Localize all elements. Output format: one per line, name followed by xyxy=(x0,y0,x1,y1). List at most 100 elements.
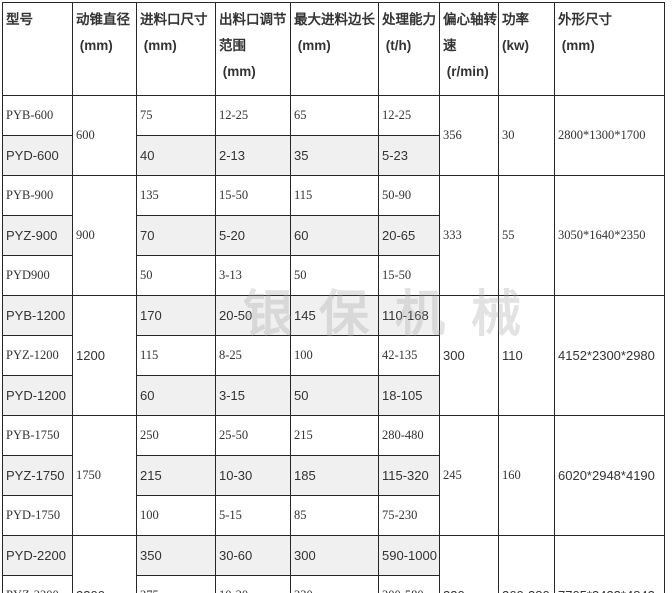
table-row: PYD-1750 100 5-15 85 75-230 xyxy=(2,495,665,536)
speed-cell: 220 xyxy=(439,535,499,593)
model-cell: PYB-600 xyxy=(2,95,73,136)
feed-size-cell: 170 xyxy=(136,295,216,336)
discharge-range-cell: 3-13 xyxy=(215,255,291,296)
capacity-cell: 42-135 xyxy=(378,335,440,376)
power-cell: 110 xyxy=(498,295,555,416)
table-row: PYD-1200 60 3-15 50 18-105 xyxy=(2,375,665,416)
model-cell: PYZ-900 xyxy=(2,215,73,256)
table-row: PYD-600 40 2-13 35 5-23 xyxy=(2,135,665,176)
dimensions-cell: 3050*1640*2350 xyxy=(554,175,665,296)
capacity-cell: 75-230 xyxy=(378,495,440,536)
dimensions-cell: 7705*3432*4842 xyxy=(554,535,665,593)
diameter-cell: 600 xyxy=(72,95,137,176)
capacity-cell: 280-480 xyxy=(378,415,440,456)
capacity-cell: 12-25 xyxy=(378,95,440,136)
feed-size-cell: 215 xyxy=(136,455,216,496)
capacity-cell: 18-105 xyxy=(378,375,440,416)
max-feed-cell: 230 xyxy=(290,575,379,593)
speed-cell: 356 xyxy=(439,95,499,176)
table-row: PYZ-2200 275 10-30 230 200-580 xyxy=(2,575,665,593)
dimensions-cell: 4152*2300*2980 xyxy=(554,295,665,416)
feed-size-cell: 135 xyxy=(136,175,216,216)
dimensions-cell: 2800*1300*1700 xyxy=(554,95,665,176)
capacity-cell: 50-90 xyxy=(378,175,440,216)
capacity-cell: 590-1000 xyxy=(378,535,440,576)
speed-cell: 300 xyxy=(439,295,499,416)
table-row: PYB-1200 1200 170 20-50 145 110-168 300 … xyxy=(2,295,665,416)
header-model: 型号 xyxy=(2,2,73,96)
feed-size-cell: 115 xyxy=(136,335,216,376)
max-feed-cell: 65 xyxy=(290,95,379,136)
speed-cell: 245 xyxy=(439,415,499,536)
model-cell: PYB-900 xyxy=(2,175,73,216)
max-feed-cell: 85 xyxy=(290,495,379,536)
feed-size-cell: 70 xyxy=(136,215,216,256)
power-cell: 160 xyxy=(498,415,555,536)
power-cell: 260-280 xyxy=(498,535,555,593)
table-row: PYZ-1200 115 8-25 100 42-135 xyxy=(2,335,665,376)
model-cell: PYD-1750 xyxy=(2,495,73,536)
discharge-range-cell: 5-20 xyxy=(215,215,291,256)
table-row: PYB-900 900 135 15-50 115 50-90 333 55 3… xyxy=(2,175,665,296)
model-cell: PYD-1200 xyxy=(2,375,73,416)
speed-cell: 333 xyxy=(439,175,499,296)
feed-size-cell: 60 xyxy=(136,375,216,416)
capacity-cell: 15-50 xyxy=(378,255,440,296)
table-row: PYD-2200 2200 350 30-60 300 590-1000 220… xyxy=(2,535,665,593)
table-row: PYB-600 600 75 12-25 65 12-25 356 30 280… xyxy=(2,95,665,176)
feed-size-cell: 250 xyxy=(136,415,216,456)
max-feed-cell: 185 xyxy=(290,455,379,496)
table-row: PYZ-1750 215 10-30 185 115-320 xyxy=(2,455,665,496)
feed-size-cell: 100 xyxy=(136,495,216,536)
diameter-cell: 1750 xyxy=(72,415,137,536)
max-feed-cell: 35 xyxy=(290,135,379,176)
capacity-cell: 110-168 xyxy=(378,295,440,336)
header-cone-diameter: 动锥直径 (mm) xyxy=(72,2,137,96)
max-feed-cell: 115 xyxy=(290,175,379,216)
feed-size-cell: 50 xyxy=(136,255,216,296)
diameter-cell: 1200 xyxy=(72,295,137,416)
header-eccentric-speed: 偏心轴转 速 (r/min) xyxy=(439,2,499,96)
header-power: 功率 (kw) xyxy=(498,2,555,96)
feed-size-cell: 275 xyxy=(136,575,216,593)
model-cell: PYD-2200 xyxy=(2,535,73,576)
discharge-range-cell: 3-15 xyxy=(215,375,291,416)
model-cell: PYZ-1750 xyxy=(2,455,73,496)
capacity-cell: 115-320 xyxy=(378,455,440,496)
table-row: PYD900 50 3-13 50 15-50 xyxy=(2,255,665,296)
header-feed-opening: 进料口尺寸 (mm) xyxy=(136,2,216,96)
discharge-range-cell: 20-50 xyxy=(215,295,291,336)
discharge-range-cell: 8-25 xyxy=(215,335,291,376)
header-discharge-range: 出料口调节 范围 (mm) xyxy=(215,2,291,96)
table-row: PYB-1750 1750 250 25-50 215 280-480 245 … xyxy=(2,415,665,536)
feed-size-cell: 350 xyxy=(136,535,216,576)
power-cell: 55 xyxy=(498,175,555,296)
max-feed-cell: 50 xyxy=(290,375,379,416)
discharge-range-cell: 25-50 xyxy=(215,415,291,456)
capacity-cell: 5-23 xyxy=(378,135,440,176)
model-cell: PYZ-2200 xyxy=(2,575,73,593)
discharge-range-cell: 15-50 xyxy=(215,175,291,216)
discharge-range-cell: 12-25 xyxy=(215,95,291,136)
model-cell: PYB-1750 xyxy=(2,415,73,456)
diameter-cell: 900 xyxy=(72,175,137,296)
table-row: PYZ-900 70 5-20 60 20-65 xyxy=(2,215,665,256)
max-feed-cell: 100 xyxy=(290,335,379,376)
discharge-range-cell: 2-13 xyxy=(215,135,291,176)
header-max-feed-size: 最大进料边长 (mm) xyxy=(290,2,379,96)
discharge-range-cell: 10-30 xyxy=(215,455,291,496)
max-feed-cell: 300 xyxy=(290,535,379,576)
diameter-cell: 2200 xyxy=(72,535,137,593)
model-cell: PYZ-1200 xyxy=(2,335,73,376)
max-feed-cell: 145 xyxy=(290,295,379,336)
feed-size-cell: 40 xyxy=(136,135,216,176)
max-feed-cell: 215 xyxy=(290,415,379,456)
power-cell: 30 xyxy=(498,95,555,176)
discharge-range-cell: 10-30 xyxy=(215,575,291,593)
model-cell: PYD-600 xyxy=(2,135,73,176)
capacity-cell: 200-580 xyxy=(378,575,440,593)
discharge-range-cell: 30-60 xyxy=(215,535,291,576)
model-cell: PYB-1200 xyxy=(2,295,73,336)
